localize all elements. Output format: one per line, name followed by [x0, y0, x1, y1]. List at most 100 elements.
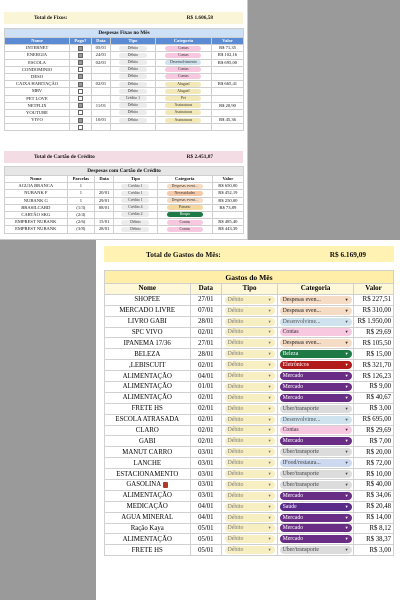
- paid-checkbox[interactable]: [77, 74, 83, 80]
- type-dropdown[interactable]: Débito: [118, 45, 147, 51]
- category-dropdown[interactable]: Uber/transporte ▼: [279, 404, 352, 413]
- type-dropdown[interactable]: Débito ▼: [224, 350, 275, 359]
- category-dropdown[interactable]: Mercado ▼: [279, 372, 352, 380]
- category-dropdown[interactable]: Necessidades: [166, 190, 203, 196]
- paid-checkbox[interactable]: [77, 124, 83, 130]
- type-dropdown[interactable]: Crédito 1: [121, 190, 150, 196]
- type-dropdown[interactable]: Débito: [118, 52, 147, 58]
- category-dropdown[interactable]: Assinaturas: [165, 110, 202, 116]
- category-dropdown[interactable]: Mercado ▼: [279, 513, 352, 522]
- type-dropdown[interactable]: Débito ▼: [224, 437, 275, 446]
- type-dropdown[interactable]: Débito ▼: [224, 393, 275, 402]
- category-dropdown[interactable]: Passeio: [166, 205, 203, 211]
- paid-checkbox[interactable]: [77, 52, 83, 58]
- category-dropdown[interactable]: Mercado ▼: [279, 382, 352, 391]
- type-dropdown[interactable]: Débito ▼: [224, 426, 275, 435]
- type-dropdown[interactable]: Crédito 2: [121, 212, 150, 218]
- category-dropdown[interactable]: Mercado ▼: [279, 491, 352, 500]
- type-dropdown[interactable]: Débito ▼: [224, 513, 275, 522]
- type-dropdown[interactable]: Débito ▼: [224, 317, 275, 326]
- paid-checkbox[interactable]: [77, 110, 83, 116]
- type-dropdown[interactable]: Débito: [118, 110, 147, 116]
- paid-checkbox[interactable]: [77, 117, 83, 123]
- type-dropdown[interactable]: Débito: [121, 219, 150, 225]
- paid-checkbox[interactable]: [77, 60, 83, 66]
- category-dropdown[interactable]: Eletrônicos ▼: [279, 361, 352, 370]
- type-dropdown[interactable]: Débito ▼: [224, 502, 275, 511]
- category-dropdown[interactable]: IFood/restaura... ▼: [279, 459, 352, 468]
- category-dropdown[interactable]: Pet: [165, 96, 202, 102]
- category-dropdown[interactable]: Uber/transporte ▼: [279, 448, 352, 457]
- type-dropdown[interactable]: Débito ▼: [224, 546, 275, 555]
- category-dropdown[interactable]: Contas: [165, 45, 202, 51]
- category-dropdown[interactable]: Despesas event...: [166, 183, 203, 189]
- category-dropdown[interactable]: Mercado ▼: [279, 393, 352, 402]
- type-dropdown[interactable]: Débito ▼: [224, 470, 275, 479]
- type-dropdown[interactable]: Débito: [118, 81, 147, 87]
- type-dropdown[interactable]: Débito: [118, 88, 147, 94]
- type-dropdown[interactable]: Débito ▼: [224, 524, 275, 533]
- type-dropdown[interactable]: Débito ▼: [224, 491, 275, 500]
- paid-checkbox[interactable]: [77, 81, 83, 87]
- type-dropdown[interactable]: Débito ▼: [224, 480, 275, 489]
- paid-checkbox[interactable]: [77, 88, 83, 94]
- type-dropdown[interactable]: Crédito 4: [121, 205, 150, 211]
- type-dropdown[interactable]: Débito ▼: [224, 328, 275, 337]
- category-dropdown[interactable]: Uber/transporte ▼: [279, 546, 352, 555]
- type-dropdown[interactable]: Débito ▼: [224, 339, 275, 348]
- paid-checkbox[interactable]: [77, 67, 83, 73]
- category-dropdown[interactable]: Despesas even... ▼: [279, 306, 352, 315]
- type-dropdown[interactable]: Débito ▼: [224, 361, 275, 370]
- type-dropdown[interactable]: Débito ▼: [224, 372, 275, 380]
- type-dropdown[interactable]: Débito ▼: [224, 535, 275, 544]
- category-dropdown[interactable]: Saúde ▼: [279, 502, 352, 511]
- type-dropdown[interactable]: Débito: [118, 67, 147, 73]
- paid-checkbox[interactable]: [77, 45, 83, 51]
- category-dropdown[interactable]: Contas: [165, 74, 202, 80]
- type-dropdown[interactable]: Crédito 1: [121, 183, 150, 189]
- category-dropdown[interactable]: Contas ▼: [279, 426, 352, 435]
- category-dropdown[interactable]: Desenvolvimento: [165, 60, 202, 66]
- category-dropdown[interactable]: Mercado ▼: [279, 437, 352, 446]
- type-dropdown[interactable]: Débito ▼: [224, 415, 275, 424]
- type-dropdown[interactable]: Débito: [118, 117, 147, 123]
- category-dropdown[interactable]: Assinaturas: [165, 117, 202, 123]
- type-dropdown[interactable]: Débito: [118, 103, 147, 109]
- category-dropdown[interactable]: Contas: [166, 226, 203, 232]
- paid-cell: [69, 65, 92, 74]
- type-dropdown[interactable]: Débito ▼: [224, 306, 275, 315]
- paid-cell: [69, 108, 92, 118]
- type-dropdown[interactable]: Débito: [118, 74, 147, 80]
- type-dropdown[interactable]: Débito ▼: [224, 459, 275, 468]
- category-dropdown[interactable]: Uber/transporte ▼: [279, 480, 352, 489]
- category-dropdown[interactable]: Contas: [165, 67, 202, 73]
- category-dropdown[interactable]: Roupa: [166, 212, 203, 218]
- category-dropdown[interactable]: Contas ▼: [279, 328, 352, 337]
- category-dropdown[interactable]: Mercado ▼: [279, 535, 352, 544]
- type-dropdown[interactable]: Débito ▼: [224, 295, 275, 304]
- type-dropdown[interactable]: Débito: [118, 60, 147, 66]
- type-dropdown[interactable]: Débito: [121, 226, 150, 232]
- category-dropdown[interactable]: Assinaturas: [165, 103, 202, 109]
- category-dropdown[interactable]: Despesas even... ▼: [279, 295, 352, 304]
- paid-checkbox[interactable]: [77, 96, 83, 102]
- category-dropdown[interactable]: Beleza ▼: [279, 350, 352, 359]
- category-dropdown[interactable]: Despesas event...: [166, 198, 203, 204]
- category-dropdown[interactable]: Contas: [166, 219, 203, 225]
- paid-checkbox[interactable]: [77, 103, 83, 109]
- category-dropdown[interactable]: Despesas even... ▼: [279, 339, 352, 348]
- expense-value: R$ 126,23: [353, 370, 394, 383]
- type-dropdown[interactable]: Débito ▼: [224, 448, 275, 457]
- category-dropdown[interactable]: Mercado ▼: [279, 524, 352, 533]
- category-dropdown[interactable]: Contas: [165, 52, 202, 58]
- category-dropdown[interactable]: Aluguel: [165, 88, 202, 94]
- category-dropdown[interactable]: Aluguel: [165, 81, 202, 87]
- type-dropdown[interactable]: Crédito 1: [121, 198, 150, 204]
- category-dropdown[interactable]: Desenvolvime... ▼: [279, 415, 352, 424]
- type-dropdown[interactable]: Crédito 1: [118, 96, 147, 102]
- type-dropdown[interactable]: Débito ▼: [224, 382, 275, 391]
- expense-value: R$ 15,00: [353, 348, 394, 361]
- category-dropdown[interactable]: Uber/transporte ▼: [279, 470, 352, 479]
- type-dropdown[interactable]: Débito ▼: [224, 404, 275, 413]
- category-dropdown[interactable]: Desenvolvime... ▼: [279, 317, 352, 326]
